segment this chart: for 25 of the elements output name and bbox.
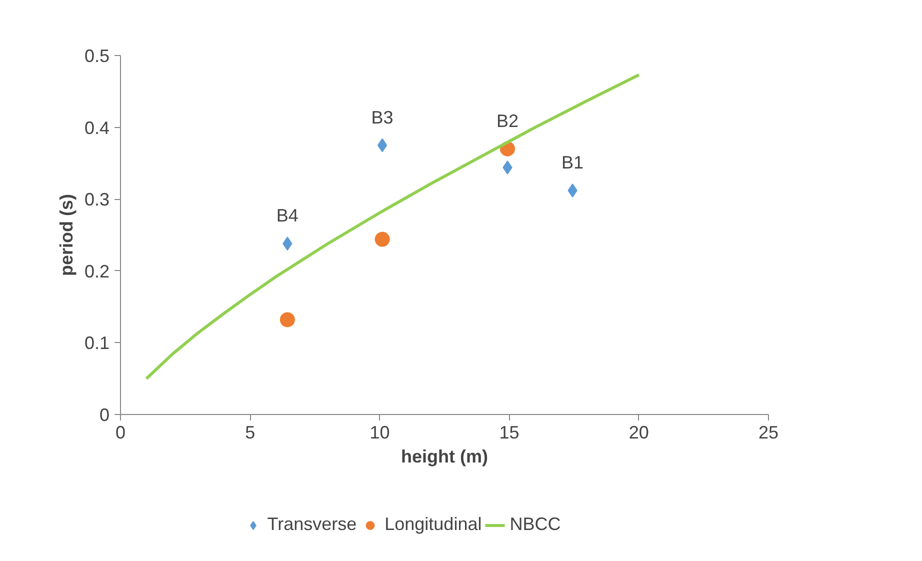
legend-label: NBCC: [510, 514, 561, 535]
x-tick-label: 25: [758, 422, 779, 442]
annotation: B2: [496, 110, 519, 131]
x-tick-label: 10: [370, 422, 390, 442]
x-tick-label: 20: [628, 422, 649, 442]
annotation: B1: [562, 152, 584, 172]
y-tick-label: 0.1: [84, 333, 110, 354]
point: [377, 138, 388, 152]
annotation: B3: [371, 107, 394, 128]
x-tick-label: 0: [115, 422, 126, 442]
point: [280, 312, 295, 328]
x-axis-title: height (m): [401, 446, 488, 466]
legend-label: Longitudinal: [384, 514, 482, 535]
y-tick-label: 0.4: [84, 118, 110, 138]
y-tick-label: 0.2: [84, 261, 110, 282]
y-tick-label: 0.5: [84, 46, 110, 66]
y-axis-title: period (s): [56, 194, 76, 276]
x-tick-label: 15: [499, 422, 520, 442]
y-tick-label: 0.3: [84, 190, 110, 210]
y-tick-label: 0: [99, 405, 110, 425]
legend-label: Transverse: [267, 514, 357, 535]
line-series: [144, 73, 640, 380]
point: [374, 232, 390, 247]
x-tick-label: 5: [245, 422, 256, 442]
annotation: B4: [276, 206, 298, 226]
